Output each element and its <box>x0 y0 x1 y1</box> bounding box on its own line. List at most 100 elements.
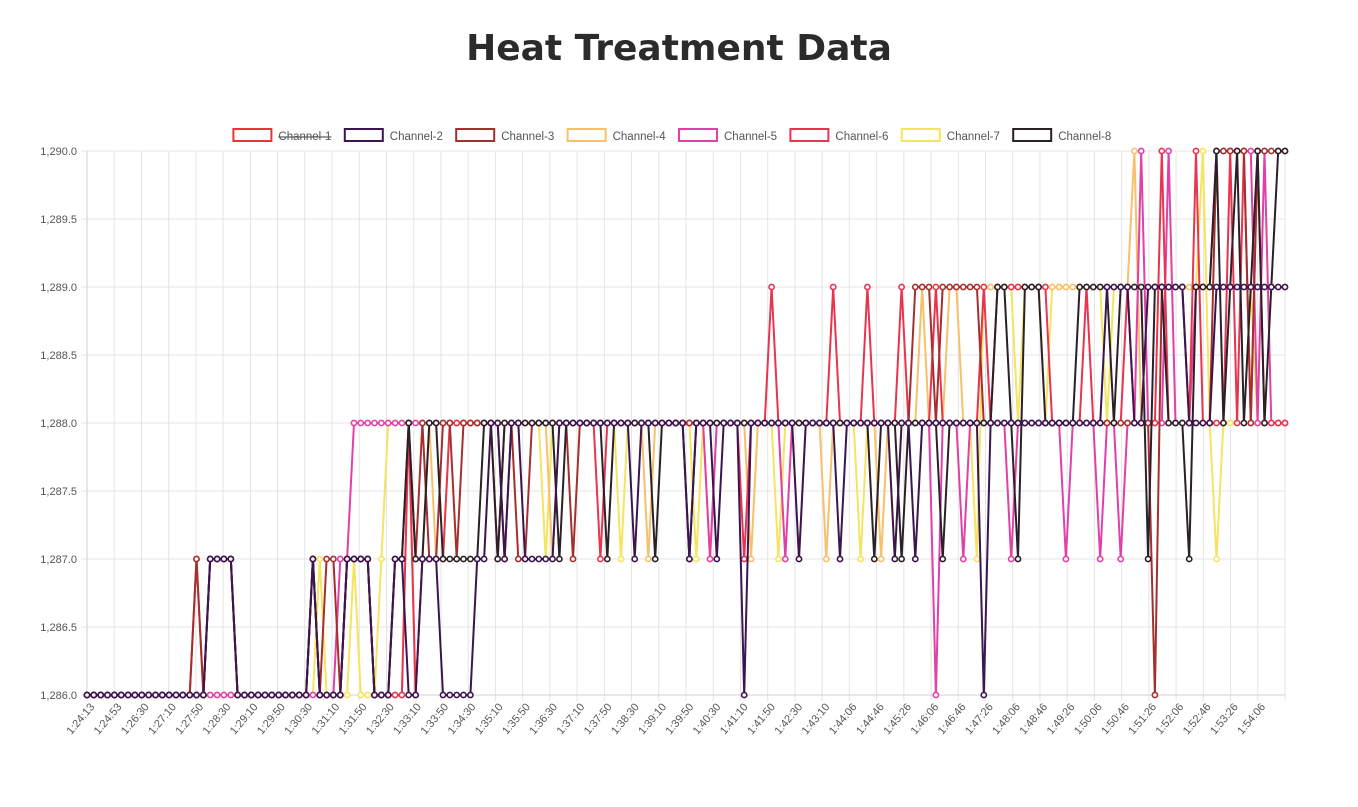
data-point[interactable] <box>1035 419 1042 427</box>
data-point[interactable] <box>1048 283 1056 291</box>
data-point[interactable] <box>966 419 974 427</box>
data-point[interactable] <box>1103 283 1111 291</box>
data-point[interactable] <box>1192 419 1200 427</box>
data-point[interactable] <box>1267 283 1275 291</box>
data-point[interactable] <box>1240 419 1248 427</box>
data-point[interactable] <box>453 691 461 699</box>
data-point[interactable] <box>1261 419 1268 427</box>
data-point[interactable] <box>1226 283 1234 291</box>
data-point[interactable] <box>556 555 563 563</box>
data-point[interactable] <box>973 555 981 563</box>
data-point[interactable] <box>795 555 803 563</box>
data-point[interactable] <box>987 419 994 427</box>
data-point[interactable] <box>1165 419 1172 427</box>
data-point[interactable] <box>1213 419 1220 427</box>
data-point[interactable] <box>959 283 967 291</box>
data-point[interactable] <box>939 555 947 563</box>
data-point[interactable] <box>1151 419 1159 427</box>
data-point[interactable] <box>1117 419 1125 427</box>
data-point[interactable] <box>781 419 789 427</box>
data-point[interactable] <box>432 555 440 563</box>
data-point[interactable] <box>1131 283 1138 291</box>
data-point[interactable] <box>1042 419 1049 427</box>
data-point[interactable] <box>1131 147 1138 155</box>
data-point[interactable] <box>631 419 639 427</box>
legend-item-channel-7[interactable]: Channel-7 <box>900 128 1000 143</box>
data-point[interactable] <box>514 555 522 563</box>
data-point[interactable] <box>172 691 180 699</box>
data-point[interactable] <box>658 419 666 427</box>
data-point[interactable] <box>213 691 221 699</box>
data-point[interactable] <box>1240 283 1248 291</box>
data-point[interactable] <box>692 419 700 427</box>
data-point[interactable] <box>576 419 584 427</box>
data-point[interactable] <box>494 419 502 427</box>
data-point[interactable] <box>761 419 769 427</box>
data-point[interactable] <box>1055 419 1063 427</box>
data-point[interactable] <box>288 691 296 699</box>
data-point[interactable] <box>1281 147 1289 155</box>
data-point[interactable] <box>473 419 481 427</box>
data-point[interactable] <box>425 419 433 427</box>
data-point[interactable] <box>1076 283 1083 291</box>
data-point[interactable] <box>145 691 152 699</box>
data-point[interactable] <box>521 555 529 563</box>
data-point[interactable] <box>241 691 248 699</box>
data-point[interactable] <box>1096 283 1104 291</box>
data-point[interactable] <box>412 555 419 563</box>
data-point[interactable] <box>857 419 864 427</box>
data-point[interactable] <box>925 283 933 291</box>
legend-item-channel-1[interactable]: Channel-1 <box>232 128 331 143</box>
data-point[interactable] <box>186 691 194 699</box>
data-point[interactable] <box>617 555 625 563</box>
data-point[interactable] <box>323 691 330 699</box>
data-point[interactable] <box>439 691 447 699</box>
data-point[interactable] <box>357 555 365 563</box>
data-point[interactable] <box>1199 147 1207 155</box>
data-point[interactable] <box>569 555 577 563</box>
data-point[interactable] <box>939 283 947 291</box>
data-point[interactable] <box>740 555 748 563</box>
data-point[interactable] <box>466 419 474 427</box>
data-point[interactable] <box>898 419 905 427</box>
data-point[interactable] <box>466 691 474 699</box>
legend-item-channel-2[interactable]: Channel-2 <box>343 128 443 143</box>
data-point[interactable] <box>994 283 1001 291</box>
data-point[interactable] <box>336 691 344 699</box>
data-point[interactable] <box>713 419 721 427</box>
data-point[interactable] <box>1083 283 1090 291</box>
data-point[interactable] <box>377 419 385 427</box>
data-point[interactable] <box>809 419 816 427</box>
data-point[interactable] <box>884 419 892 427</box>
data-point[interactable] <box>1254 419 1261 427</box>
data-point[interactable] <box>453 419 461 427</box>
data-point[interactable] <box>980 419 988 427</box>
data-point[interactable] <box>343 691 351 699</box>
data-point[interactable] <box>364 419 372 427</box>
data-point[interactable] <box>1261 147 1268 155</box>
data-point[interactable] <box>638 419 645 427</box>
data-point[interactable] <box>1185 555 1193 563</box>
data-point[interactable] <box>473 555 481 563</box>
data-point[interactable] <box>898 283 905 291</box>
data-point[interactable] <box>1185 419 1193 427</box>
data-point[interactable] <box>261 691 269 699</box>
data-point[interactable] <box>131 691 139 699</box>
data-point[interactable] <box>83 691 91 699</box>
data-point[interactable] <box>405 419 413 427</box>
data-point[interactable] <box>864 283 871 291</box>
data-point[interactable] <box>1117 555 1125 563</box>
data-point[interactable] <box>699 419 707 427</box>
data-point[interactable] <box>822 419 830 427</box>
data-point[interactable] <box>282 691 289 699</box>
data-point[interactable] <box>1254 147 1261 155</box>
data-point[interactable] <box>446 419 454 427</box>
data-point[interactable] <box>898 555 905 563</box>
data-point[interactable] <box>932 419 940 427</box>
data-point[interactable] <box>651 419 659 427</box>
data-point[interactable] <box>617 419 625 427</box>
data-point[interactable] <box>1192 283 1200 291</box>
data-point[interactable] <box>1206 419 1214 427</box>
data-point[interactable] <box>1069 419 1077 427</box>
data-point[interactable] <box>911 555 919 563</box>
